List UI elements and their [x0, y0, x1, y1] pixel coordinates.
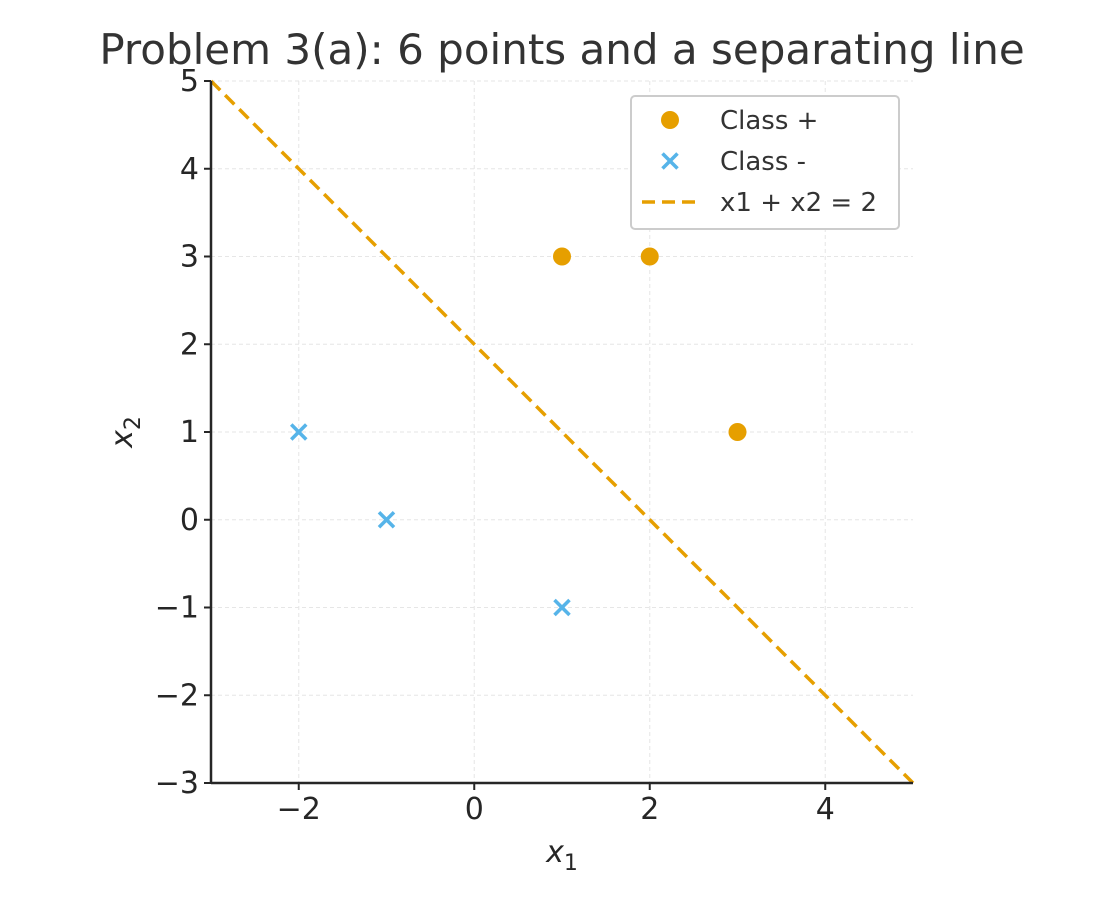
legend-marker-circle: [661, 111, 679, 129]
y-tick-label: 3: [180, 240, 199, 275]
legend-entry: Class +: [661, 106, 818, 136]
chart-title: Problem 3(a): 6 points and a separating …: [99, 25, 1024, 74]
class-minus-point: [377, 511, 396, 529]
x-axis-label-subscript: 1: [564, 851, 578, 876]
separating-line: [209, 79, 915, 785]
class-minus-point-stroke: [290, 423, 308, 441]
x-axis-label-main: x: [545, 835, 564, 870]
y-tick-label: 1: [180, 415, 199, 450]
x-tick-label: 2: [640, 792, 659, 827]
y-tick-label: 5: [180, 64, 199, 99]
axes: [204, 80, 913, 790]
tick-labels: −2 0 2 4 −3 −2 −1 0 1 2 3 4 5: [155, 64, 835, 827]
class-minus-point: [553, 598, 571, 617]
y-axis-label-subscript: 2: [121, 416, 146, 430]
legend-marker-x-stroke: [661, 152, 679, 170]
y-tick-label: −1: [155, 591, 199, 626]
x-tick-label: 4: [816, 792, 835, 827]
y-tick-label: −3: [155, 766, 199, 801]
y-axis-label-main: x: [105, 430, 140, 449]
legend-entry: Class -: [661, 147, 806, 177]
y-tick-label: −2: [155, 678, 199, 713]
legend-label: Class +: [720, 106, 818, 136]
legend-entries: Class + Class - x1 + x2 = 2: [642, 106, 877, 218]
class-plus-point: [728, 423, 747, 441]
plot-area: [209, 79, 915, 785]
y-tick-label: 2: [180, 327, 199, 362]
class-minus-point-stroke: [377, 511, 396, 529]
legend: Class + Class - x1 + x2 = 2: [630, 95, 900, 230]
class-minus-point: [290, 423, 308, 441]
class-plus-point: [640, 247, 659, 266]
legend-label: x1 + x2 = 2: [720, 188, 877, 218]
x-axis-label: x1: [545, 835, 578, 876]
x-tick-label: 0: [465, 792, 484, 827]
class-plus-point: [553, 247, 571, 266]
legend-entry: x1 + x2 = 2: [642, 188, 877, 218]
y-tick-label: 0: [180, 503, 199, 538]
y-tick-label: 4: [180, 152, 199, 187]
legend-box: [630, 95, 900, 230]
y-axis-label: x2: [105, 416, 146, 449]
class-minus-point-stroke: [553, 598, 571, 617]
legend-label: Class -: [720, 147, 806, 177]
x-tick-label: −2: [277, 792, 321, 827]
